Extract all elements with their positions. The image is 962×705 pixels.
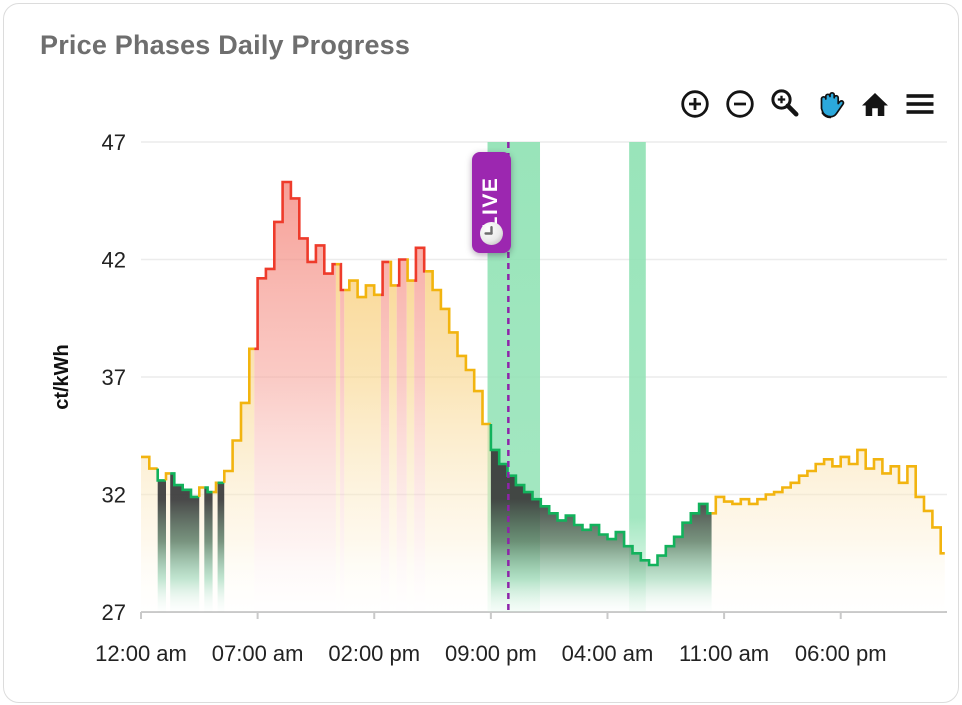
live-badge[interactable]: LIVE (472, 152, 511, 253)
phase-fill-high (380, 261, 390, 612)
phase-fill-low (204, 487, 213, 612)
hamburger-menu-icon (906, 94, 934, 114)
reset-view-button[interactable] (857, 86, 893, 122)
phase-line-normal (389, 260, 397, 287)
y-tick-label: 47 (102, 130, 126, 155)
home-icon (862, 93, 888, 116)
zoom-in-button[interactable] (677, 86, 713, 122)
phase-line-high (396, 258, 407, 287)
phase-fill-normal (425, 271, 491, 612)
phase-line-high (254, 180, 336, 351)
phase-line-low (156, 468, 166, 482)
phase-line-normal (406, 258, 415, 282)
phase-line-high (339, 262, 345, 292)
phase-area-fills (141, 182, 945, 613)
y-tick-label: 37 (102, 365, 126, 390)
x-tick-label: 06:00 pm (795, 641, 887, 666)
phase-line-low (489, 424, 712, 567)
x-tick-label: 09:00 pm (445, 641, 537, 666)
phase-fill-normal (141, 456, 158, 612)
phase-fill-normal (711, 449, 945, 612)
phase-line-normal (425, 270, 491, 426)
phase-fill-normal (344, 280, 381, 612)
phase-fill-normal (224, 348, 255, 612)
phase-line-normal (223, 347, 255, 483)
phase-fill-normal (166, 473, 171, 612)
phase-line-normal (711, 448, 945, 555)
zoom-out-button[interactable] (722, 86, 758, 122)
phase-fill-normal (406, 259, 415, 612)
phase-line-high (414, 246, 426, 282)
x-tick-label: 04:00 am (562, 641, 654, 666)
phase-fill-normal (335, 264, 341, 612)
phase-fill-low (217, 482, 225, 612)
clock-icon (480, 222, 503, 245)
phase-fill-high (396, 259, 407, 612)
phase-fill-normal (389, 261, 397, 612)
axis-labels: 47 42 37 32 27 12:00 am 07:00 am 02:00 pm 09:00 … (51, 130, 887, 666)
phase-line-normal (344, 279, 381, 299)
chart-toolbar (677, 86, 938, 122)
phase-line-normal (141, 455, 158, 470)
menu-button[interactable] (902, 86, 938, 122)
magnifier-plus-icon (771, 89, 799, 117)
phase-fill-normal (199, 487, 205, 612)
pan-hand-icon (820, 91, 845, 119)
y-tick-label: 27 (102, 600, 126, 625)
page-title: Price Phases Daily Progress (40, 30, 411, 60)
price-step-lines (141, 180, 945, 567)
phase-fill-low (157, 468, 166, 612)
phase-fill-low (170, 473, 200, 612)
phase-line-low (170, 472, 200, 499)
zoom-out-icon (726, 90, 754, 118)
plot-area[interactable]: 47 42 37 32 27 12:00 am 07:00 am 02:00 pm 09:00 … (4, 4, 959, 703)
phase-fill-normal (212, 482, 218, 612)
phase-line-normal (164, 472, 171, 481)
phase-line-low (204, 486, 213, 494)
x-tick-label: 02:00 pm (328, 641, 420, 666)
y-tick-label: 32 (102, 483, 126, 508)
x-tick-label: 07:00 am (212, 641, 304, 666)
x-tick-label: 12:00 am (95, 641, 187, 666)
phase-line-normal (212, 481, 218, 494)
highlight-band (629, 142, 646, 612)
chart-card: Price Phases Daily Progress (3, 3, 959, 703)
pan-button[interactable] (812, 86, 848, 122)
box-zoom-button[interactable] (767, 86, 803, 122)
y-tick-label: 42 (102, 248, 126, 273)
phase-fill-high (414, 247, 426, 613)
zoom-in-icon (681, 90, 709, 118)
phase-fill-high (340, 264, 345, 612)
phase-line-normal (198, 486, 205, 497)
x-tick-label: 11:00 am (679, 641, 769, 666)
phase-line-high (380, 260, 390, 297)
y-axis-title: ct/kWh (51, 344, 73, 410)
phase-fill-high (254, 182, 336, 612)
